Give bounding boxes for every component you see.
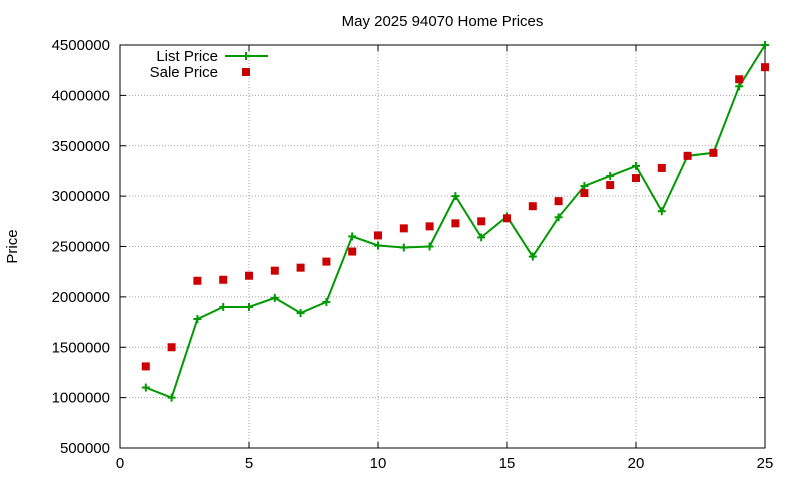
- legend-label: Sale Price: [150, 64, 218, 81]
- sale-price-point: [503, 214, 511, 223]
- y-tick-label: 2000000: [52, 289, 110, 306]
- sale-price-point: [348, 247, 357, 256]
- y-tick-label: 2500000: [52, 239, 110, 256]
- legend-label: List Price: [156, 48, 218, 65]
- y-tick-label: 4500000: [52, 37, 110, 54]
- list-price-point: [657, 207, 666, 216]
- sale-price-point: [167, 343, 176, 352]
- x-tick-label: 0: [116, 455, 124, 472]
- sale-price-point: [709, 148, 718, 157]
- list-price-point: [322, 297, 331, 306]
- sale-price-point: [374, 231, 382, 240]
- sale-price-point: [296, 263, 305, 272]
- sale-price-point: [451, 219, 460, 228]
- list-price-point: [735, 82, 744, 91]
- list-price-point: [296, 308, 305, 317]
- sale-price-point: [270, 266, 279, 275]
- sale-price-point: [425, 222, 434, 231]
- x-tick-label: 20: [628, 455, 645, 472]
- list-price-point: [606, 171, 615, 180]
- sale-price-point: [477, 217, 486, 226]
- sale-price-point: [761, 63, 769, 72]
- sale-price-point: [554, 197, 563, 206]
- y-tick-label: 1500000: [52, 339, 110, 356]
- list-price-point: [374, 241, 382, 250]
- series-list-price: [141, 41, 769, 402]
- y-tick-label: 3000000: [52, 188, 110, 205]
- list-price-point: [348, 232, 357, 241]
- sale-price-point: [528, 202, 537, 211]
- list-price-point: [580, 182, 589, 191]
- list-price-point: [141, 383, 150, 392]
- x-tick-label: 5: [245, 455, 253, 472]
- y-tick-label: 500000: [60, 440, 110, 457]
- list-price-point: [451, 192, 460, 201]
- list-price-point: [477, 233, 486, 242]
- list-price-point: [399, 243, 408, 252]
- sale-price-point: [735, 75, 744, 84]
- sale-price-point: [683, 151, 692, 160]
- sale-price-point: [606, 181, 615, 190]
- y-axis-label: Price: [4, 229, 21, 263]
- axis-ticks: 0 5 10 15 20 25 500000 1000000 1500000 2000000 250…: [52, 37, 774, 472]
- sale-price-point: [219, 275, 228, 284]
- sale-price-point: [245, 271, 253, 280]
- list-price-point: [554, 213, 563, 222]
- y-tick-label: 1000000: [52, 390, 110, 407]
- list-price-point: [528, 252, 537, 261]
- sale-price-point: [632, 173, 640, 182]
- sale-price-point: [580, 189, 589, 198]
- x-tick-label: 10: [370, 455, 387, 472]
- sale-price-point: [141, 362, 150, 371]
- x-tick-label: 15: [499, 455, 516, 472]
- sale-price-point: [657, 163, 666, 172]
- series-layer: [141, 41, 769, 402]
- legend-square-swatch: [242, 68, 250, 76]
- chart-title: May 2025 94070 Home Prices: [342, 13, 544, 30]
- list-price-point: [193, 315, 202, 324]
- sale-price-point: [322, 257, 331, 266]
- list-price-point: [245, 302, 253, 311]
- series-sale-price: [141, 63, 769, 371]
- y-tick-label: 3500000: [52, 138, 110, 155]
- sale-price-point: [193, 276, 202, 285]
- list-price-point: [219, 302, 228, 311]
- list-price-point: [761, 41, 769, 49]
- legend-cross-swatch: [242, 52, 250, 60]
- list-price-point: [425, 242, 434, 251]
- y-tick-label: 4000000: [52, 87, 110, 104]
- list-price-point: [632, 161, 640, 170]
- list-price-point: [270, 293, 279, 302]
- grid-lines: [120, 45, 765, 448]
- x-tick-label: 25: [757, 455, 774, 472]
- list-price-point: [167, 393, 176, 402]
- sale-price-point: [399, 224, 408, 233]
